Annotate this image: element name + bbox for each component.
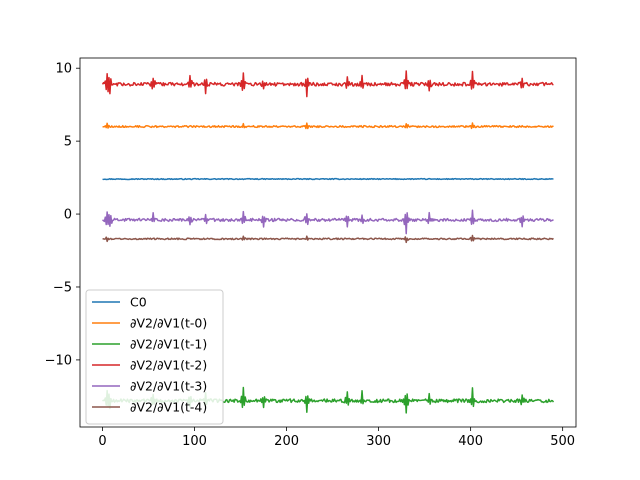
series-line	[102, 122, 554, 130]
y-tick-label: 0	[64, 208, 72, 223]
legend-label: ∂V2/∂V1(t-3)	[130, 379, 207, 394]
y-tick-label: −10	[45, 353, 72, 368]
x-tick-label: 300	[366, 434, 391, 449]
y-axis: −10 −5 0 5 10	[45, 62, 80, 368]
legend-label: ∂V2/∂V1(t-0)	[130, 316, 207, 331]
x-tick-label: 0	[98, 434, 106, 449]
legend-box	[85, 289, 224, 425]
y-tick-label: 10	[55, 62, 72, 77]
plot-frame	[79, 57, 577, 428]
legend: C0 ∂V2/∂V1(t-0) ∂V2/∂V1(t-1) ∂V2/∂V1(t-2) ∂V…	[85, 289, 224, 425]
x-tick-label: 200	[274, 434, 299, 449]
x-tick-label: 500	[550, 434, 575, 449]
series-line	[102, 177, 554, 181]
series-line	[101, 70, 554, 98]
legend-label: ∂V2/∂V1(t-2)	[130, 358, 207, 373]
legend-label: ∂V2/∂V1(t-4)	[130, 400, 207, 415]
y-tick-label: 5	[64, 135, 72, 150]
x-axis: 0 100 200 300 400 500	[98, 427, 575, 449]
series-line	[102, 234, 554, 244]
x-tick-label: 400	[458, 434, 483, 449]
legend-label: ∂V2/∂V1(t-1)	[130, 337, 207, 352]
series-line	[102, 209, 554, 235]
y-tick-label: −5	[53, 280, 72, 295]
x-tick-label: 100	[182, 434, 207, 449]
legend-label: C0	[130, 295, 147, 310]
